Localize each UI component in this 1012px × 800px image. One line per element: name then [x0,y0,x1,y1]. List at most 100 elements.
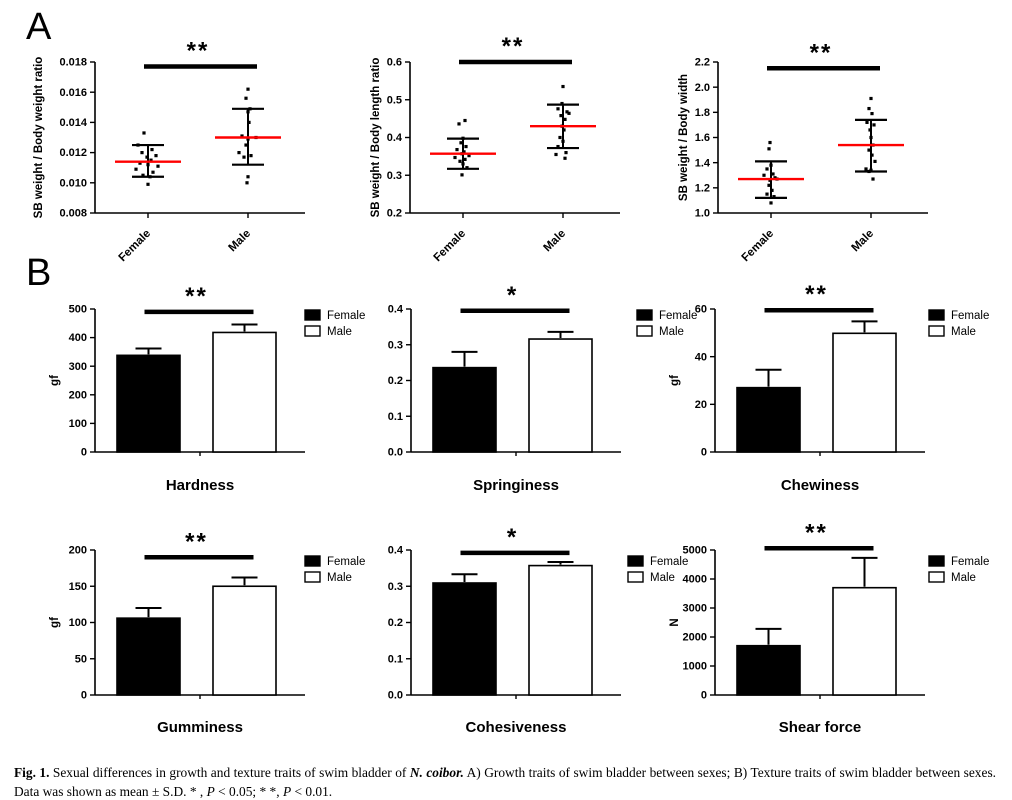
chart-title: Shear force [779,719,862,736]
y-tick-label: 0.6 [387,57,402,69]
y-tick-label: 1.6 [695,132,710,144]
y-tick-label: 50 [75,653,87,665]
legend-swatch-male [627,571,644,583]
data-point [242,155,246,159]
y-tick-label: 1000 [683,661,707,673]
bar-female [116,617,181,696]
data-point [461,162,465,166]
significance-label: ** [502,33,525,60]
y-axis-label: gf [669,375,681,386]
y-tick-label: 0.3 [388,581,403,593]
data-point [455,147,459,152]
bar-male [832,332,897,453]
y-tick-label: 0 [81,690,87,702]
legend: Female Male [928,555,989,584]
caption-segment: < 0.05; * *, [214,784,283,800]
data-point [458,159,462,163]
legend-swatch-male [304,325,321,337]
bar-male [212,331,277,453]
data-point [873,159,877,164]
y-tick-label: 4000 [683,574,707,586]
data-point [467,154,471,158]
caption-segment: < 0.01. [291,784,333,800]
bar-male [528,338,593,453]
legend-label: Male [951,326,976,338]
y-tick-label: 0.2 [388,617,403,629]
data-point [772,195,776,199]
y-tick-label: 60 [695,304,707,316]
data-point [765,167,769,171]
data-point [151,170,155,174]
y-tick-label: 0 [701,447,707,459]
data-point [567,111,571,115]
chart-canvas: 0 100 200 300 400 500 ** gf Hardness Female Male [49,283,365,494]
legend-swatch-female [627,555,644,567]
shear-force-bar-chart: 0 1000 2000 3000 4000 5000 ** N Shear force Femal… [667,510,1012,750]
chart-title: Springiness [473,477,559,494]
y-tick-label: 0.0 [388,447,403,459]
data-point [561,84,565,89]
data-point [870,153,874,157]
data-point [558,135,562,140]
data-point [463,118,467,123]
data-point [145,155,149,159]
significance-label: ** [185,528,208,555]
data-point [138,161,142,165]
y-tick-label: 100 [69,617,87,629]
y-tick-label: 0.3 [387,170,402,182]
y-tick-label: 0.2 [387,208,402,220]
y-tick-label: 20 [695,399,707,411]
data-point [561,139,565,143]
y-tick-label: 5000 [683,545,707,557]
data-point [149,158,153,162]
significance-label: ** [805,281,828,308]
y-axis-label: SB weight / Body weight ratio [33,57,45,219]
data-point [773,176,777,180]
chart-canvas: 0.0 0.1 0.2 0.3 0.4 * Springiness Female Male [388,282,698,494]
significance-label: ** [187,38,210,65]
caption-segment: N. coibor. [409,765,464,781]
y-axis-label: SB weight / Body length ratio [370,58,382,218]
y-tick-label: 0.010 [59,177,87,189]
data-point [462,150,466,154]
data-point [771,172,775,176]
data-point [249,154,253,158]
y-tick-label: 0.4 [388,545,404,557]
y-axis-label: gf [49,375,61,386]
caption-segment: Sexual differences in growth and texture… [49,765,410,781]
bar-male [832,586,897,696]
chart-canvas: 0.008 0.010 0.012 0.014 0.016 0.018 Female Male… [33,38,305,264]
springiness-bar-chart: 0.0 0.1 0.2 0.3 0.4 * Springiness Female Male [337,262,698,510]
chewiness-bar-chart: 0 20 40 60 ** gf Chewiness Female Male [667,262,1012,510]
data-point [150,147,154,152]
data-point [459,141,463,145]
y-axis-label: gf [49,617,61,628]
y-tick-label: 0.5 [387,94,402,106]
data-point [460,173,464,177]
data-point [146,163,150,167]
y-tick-label: 0.3 [388,339,403,351]
data-point [870,111,874,116]
y-tick-label: 0.4 [388,304,404,316]
data-point [563,156,567,160]
y-tick-label: 0.018 [59,57,87,69]
legend: Female Male [304,309,365,338]
y-tick-label: 40 [695,351,707,363]
legend-swatch-female [304,309,321,321]
y-tick-label: 1.8 [695,107,710,119]
legend-label: Female [951,310,989,322]
y-axis-label: N [669,618,681,626]
data-point [871,177,875,181]
bar-female [736,644,801,696]
y-tick-label: 2.2 [695,57,710,69]
data-point [864,167,868,171]
y-tick-label: 0 [701,690,707,702]
y-tick-label: 2.0 [695,82,710,94]
y-tick-label: 1.0 [695,208,710,220]
y-tick-label: 0.2 [388,375,403,387]
legend: Female Male [304,555,365,584]
legend-label: Male [650,572,675,584]
y-tick-label: 400 [69,332,87,344]
significance-label: ** [185,283,208,310]
chart-title: Hardness [166,477,234,494]
